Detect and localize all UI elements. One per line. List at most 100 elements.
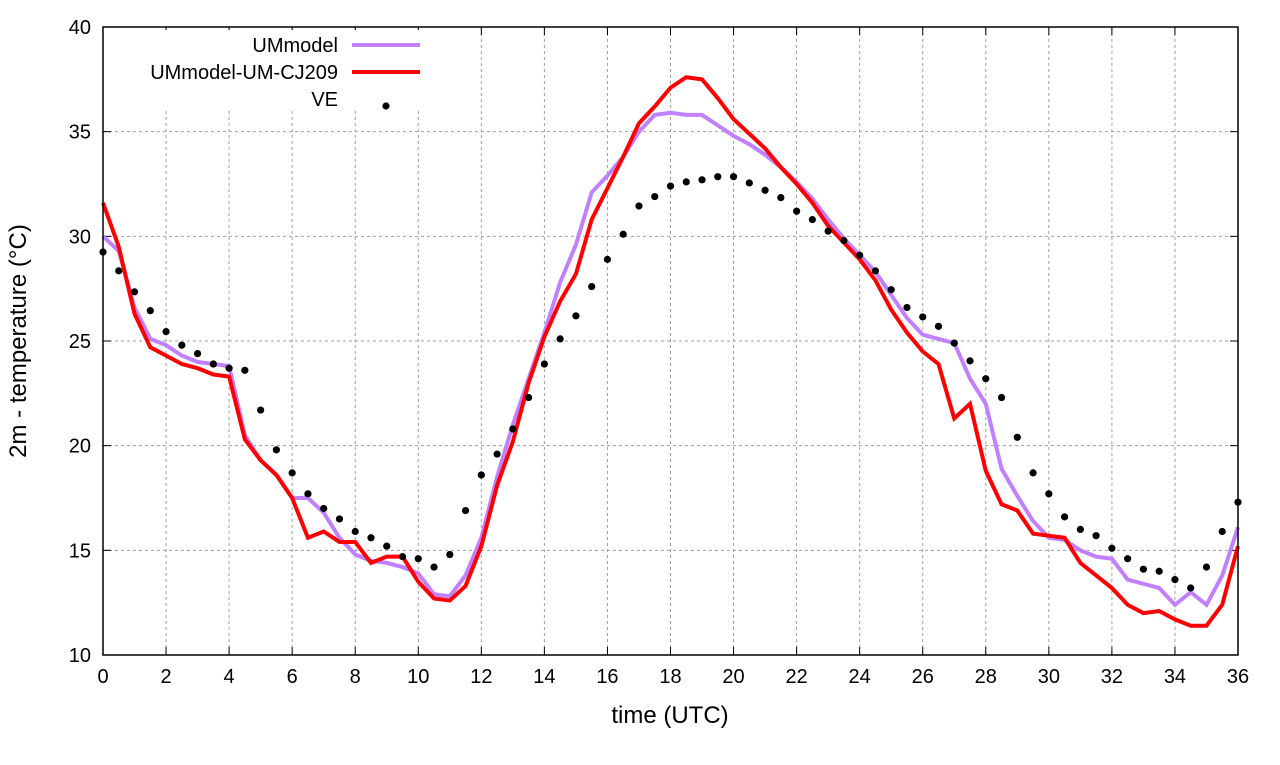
- ve-data-point: [871, 267, 880, 275]
- x-tick-label: 12: [470, 666, 492, 688]
- ve-data-point: [540, 360, 548, 368]
- ve-data-point: [461, 506, 470, 515]
- x-tick-label: 14: [533, 666, 555, 688]
- x-tick-label: 4: [224, 666, 235, 688]
- ve-data-point: [793, 207, 801, 215]
- ve-data-point: [572, 312, 580, 320]
- ve-data-point: [178, 341, 186, 349]
- x-tick-label: 22: [785, 666, 807, 688]
- ve-data-point: [335, 515, 344, 523]
- legend-label: VE: [311, 89, 338, 111]
- x-tick-label: 0: [97, 666, 108, 688]
- ve-data-point: [919, 313, 927, 321]
- axis-ticks: 0 2 4 6 8 10 12 14 16 18 20 22 24 26 28 30 32 34 361015202…: [69, 17, 1249, 688]
- ve-data-point: [966, 357, 974, 365]
- x-tick-label: 20: [722, 666, 744, 688]
- ve-data-point: [1139, 565, 1148, 573]
- y-tick-label: 25: [69, 331, 91, 353]
- ve-data-point: [1013, 433, 1021, 441]
- ve-data-point: [666, 182, 675, 190]
- x-tick-label: 26: [912, 666, 934, 688]
- ve-data-point: [1029, 469, 1037, 477]
- ve-data-point: [1060, 513, 1069, 521]
- x-tick-label: 8: [350, 666, 361, 688]
- ve-data-point: [603, 255, 612, 263]
- ve-data-point: [982, 375, 990, 383]
- ve-data-point: [146, 307, 154, 315]
- ve-data-point: [777, 194, 785, 202]
- ve-data-point: [761, 186, 769, 194]
- x-tick-label: 10: [407, 666, 429, 688]
- plot-border: [102, 26, 1239, 656]
- ve-data-point: [320, 504, 328, 513]
- ve-data-point: [714, 173, 722, 181]
- ve-data-point: [446, 550, 454, 559]
- ve-data-point: [257, 406, 265, 414]
- x-tick-label: 18: [659, 666, 681, 688]
- legend-label: UMmodel: [252, 35, 338, 57]
- ve-data-point: [824, 227, 832, 235]
- series-line-ummodel-um-cj209: [101, 75, 1240, 628]
- ve-data-point: [682, 178, 690, 186]
- ve-data-point: [272, 446, 281, 454]
- y-axis-label: 2m - temperature (°C): [5, 224, 32, 458]
- x-tick-label: 32: [1101, 666, 1123, 688]
- x-tick-label: 34: [1164, 666, 1186, 688]
- ve-data-point: [1092, 532, 1100, 540]
- y-tick-label: 35: [69, 122, 91, 144]
- legend-label: UMmodel-UM-CJ209: [150, 62, 338, 84]
- x-axis-label: time (UTC): [611, 702, 728, 729]
- y-tick-label: 40: [69, 17, 91, 39]
- ve-data-point: [619, 230, 627, 238]
- ve-data-point: [1155, 567, 1163, 575]
- ve-data-point: [1124, 555, 1132, 563]
- ve-data-point: [934, 322, 943, 330]
- series-group: [99, 75, 1242, 628]
- ve-data-point: [304, 490, 312, 498]
- ve-data-point: [398, 553, 407, 561]
- ve-data-point: [651, 192, 659, 201]
- y-tick-label: 10: [69, 645, 91, 667]
- y-tick-label: 15: [69, 540, 91, 562]
- ve-data-point: [162, 327, 170, 336]
- ve-data-point: [1218, 527, 1226, 536]
- ve-data-point: [509, 425, 517, 433]
- ve-data-point: [288, 469, 296, 477]
- ve-data-point: [351, 527, 359, 536]
- ve-data-point: [745, 179, 753, 187]
- x-tick-label: 28: [975, 666, 997, 688]
- x-tick-label: 2: [160, 666, 171, 688]
- ve-data-point: [997, 393, 1006, 402]
- legend: UMmodel UMmodel-UM-CJ209 VE: [108, 30, 426, 111]
- ve-data-point: [115, 267, 123, 275]
- ve-data-point: [225, 364, 233, 372]
- ve-data-point: [698, 176, 706, 184]
- x-tick-label: 16: [596, 666, 618, 688]
- ve-data-point: [130, 288, 139, 296]
- ve-data-point: [856, 251, 864, 259]
- ve-data-point: [414, 555, 422, 563]
- ve-data-point: [1202, 563, 1211, 571]
- y-tick-label: 20: [69, 436, 91, 458]
- ve-data-point: [1076, 525, 1084, 534]
- y-tick-label: 30: [69, 226, 91, 248]
- ve-data-point: [1171, 576, 1179, 584]
- x-tick-label: 24: [849, 666, 871, 688]
- ve-data-point: [840, 236, 848, 245]
- ve-data-point: [1187, 584, 1195, 592]
- ve-data-point: [588, 282, 596, 291]
- x-tick-label: 30: [1038, 666, 1060, 688]
- ve-data-point: [493, 450, 501, 458]
- x-tick-label: 6: [287, 666, 298, 688]
- ve-data-point: [525, 393, 533, 402]
- ve-data-point: [430, 563, 438, 571]
- ve-data-point: [1045, 490, 1053, 498]
- legend-swatch-point: [382, 102, 390, 110]
- ve-data-point: [477, 471, 485, 479]
- ve-data-point: [556, 335, 564, 343]
- ve-data-point: [367, 534, 375, 542]
- ve-data-point: [383, 542, 391, 550]
- ve-data-point: [209, 360, 217, 368]
- ve-data-point: [950, 339, 958, 347]
